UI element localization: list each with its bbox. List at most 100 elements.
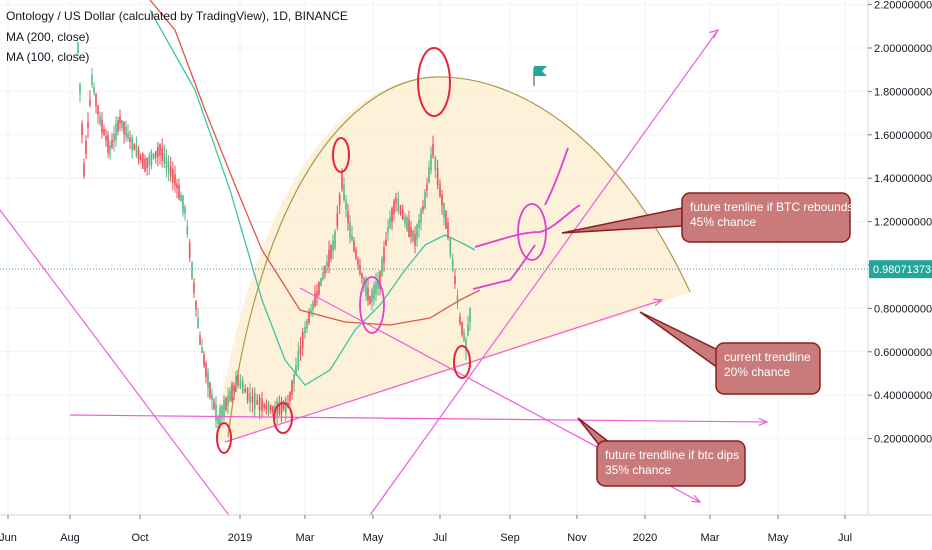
candle-body [299, 345, 302, 355]
highlight-circle [332, 137, 350, 173]
trendline [0, 209, 256, 550]
candle-body [101, 119, 103, 133]
candle-body [404, 216, 406, 224]
candle-body [459, 316, 461, 324]
highlight-circle [273, 402, 293, 434]
price-tick-label: 0.40000000 [874, 390, 932, 402]
highlight-circle [517, 203, 547, 261]
callout-text: 20% chance [724, 365, 790, 379]
candle-body [111, 140, 113, 148]
candle-body [157, 147, 159, 158]
candle-body [316, 291, 318, 297]
candle-body [265, 404, 268, 410]
candle-body [91, 75, 93, 85]
candle-body [391, 207, 393, 223]
candle-body [119, 116, 121, 124]
candle-body [341, 171, 343, 189]
ma100-line [149, 9, 476, 386]
candle-body [465, 339, 467, 351]
candle-body [393, 200, 395, 215]
candle-body [463, 332, 465, 341]
candle-body [387, 227, 389, 233]
candle-body [308, 313, 310, 323]
candle-body [412, 230, 414, 242]
time-tick-label: Jul [433, 532, 447, 544]
candle-body [449, 238, 452, 256]
candle-body [399, 205, 402, 215]
time-tick-label: May [768, 532, 789, 544]
candle-body [381, 258, 383, 277]
candle-body [182, 195, 184, 213]
trendline [69, 414, 768, 423]
candle-body [211, 394, 213, 401]
candle-body [424, 191, 426, 209]
candle-body [373, 285, 375, 299]
candle-body [261, 398, 263, 412]
candle-body [142, 153, 144, 169]
price-tick-label: 0.60000000 [874, 347, 932, 359]
highlight-circle [216, 422, 232, 454]
trendlines [0, 29, 769, 550]
arrowhead [652, 298, 664, 307]
time-axis[interactable]: Jun Aug Oct 2019 Mar May Jul Sep Nov 2020 Mar May Ju… [0, 514, 932, 550]
candle-body [225, 397, 227, 411]
candlesticks [77, 41, 471, 432]
candle-body [361, 273, 363, 279]
candle-body [326, 261, 328, 267]
projection-curve-rebound [474, 204, 581, 248]
callout-pointer [639, 311, 719, 370]
candle-body [418, 220, 420, 228]
candle-body [242, 381, 244, 394]
candle-body [148, 155, 151, 166]
candle-body [276, 400, 278, 418]
candle-body [363, 277, 365, 287]
candle-body [235, 376, 237, 392]
candle-body [347, 211, 349, 224]
candle-body [165, 157, 168, 169]
candle-body [365, 280, 367, 296]
candle-body [85, 140, 87, 155]
candle-body [269, 405, 272, 411]
candle-body [227, 395, 229, 405]
candle-body [420, 209, 422, 223]
candle-body [451, 259, 454, 268]
candle-body [89, 99, 91, 106]
highlight-circle [359, 276, 385, 334]
candle-body [443, 202, 445, 218]
candle-body [272, 406, 274, 412]
candle-body [291, 380, 293, 395]
candle-body [263, 403, 265, 408]
trendline [224, 299, 663, 443]
candle-body [152, 153, 155, 159]
candle-body [295, 364, 297, 376]
candle-body [447, 222, 449, 238]
time-tick-label: Jun [0, 532, 17, 544]
candle-body [375, 281, 377, 295]
candle-body [293, 373, 295, 384]
price-tick-label: 0.20000000 [874, 434, 932, 446]
candle-body [123, 121, 125, 135]
candle-body [408, 219, 410, 237]
candle-body [406, 217, 408, 231]
candle-body [223, 400, 225, 416]
arrowhead [690, 494, 702, 503]
current-price-badge [869, 260, 932, 279]
candle-body [95, 94, 97, 106]
candle-body [163, 153, 166, 164]
candle-body [146, 157, 148, 169]
candle-body [312, 302, 314, 310]
candle-body [105, 135, 107, 141]
candle-body [389, 217, 391, 228]
candle-body [401, 210, 404, 220]
candle-body [436, 168, 439, 186]
candle-body [357, 258, 359, 266]
price-tick-label: 1.60000000 [874, 130, 932, 142]
candle-body [428, 167, 430, 183]
arrowhead [758, 417, 769, 426]
candle-body [414, 234, 416, 246]
candle-body [467, 324, 469, 336]
